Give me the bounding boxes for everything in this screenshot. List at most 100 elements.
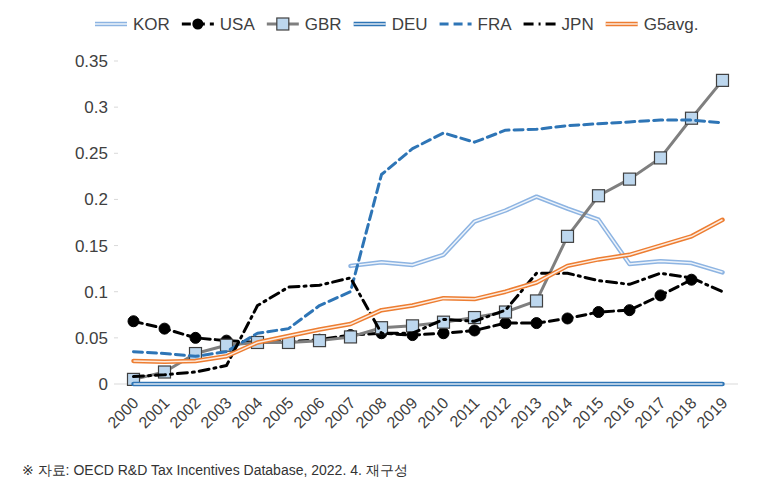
marker xyxy=(438,328,449,339)
series xyxy=(128,74,729,385)
y-tick xyxy=(114,61,118,62)
legend-item: KOR xyxy=(95,15,170,34)
marker xyxy=(531,295,543,307)
y-tick-label: 0 xyxy=(99,375,108,394)
x-tick-label: 2003 xyxy=(197,394,234,431)
legend-label: JPN xyxy=(562,15,594,34)
series xyxy=(134,120,723,356)
x-axis-line xyxy=(118,384,738,385)
series-line xyxy=(134,120,723,356)
y-tick-label: 0.3 xyxy=(84,98,108,117)
y-tick-label: 0.2 xyxy=(84,190,108,209)
series xyxy=(134,384,723,385)
y-tick xyxy=(114,107,118,108)
legend-line xyxy=(524,23,556,26)
legend-item: DEU xyxy=(354,15,428,34)
legend-item: JPN xyxy=(524,15,594,34)
y-axis-line xyxy=(118,61,119,384)
marker xyxy=(717,74,729,86)
x-tick-label: 2016 xyxy=(600,394,637,431)
x-tick-label: 2018 xyxy=(662,394,699,431)
legend-line-inner xyxy=(354,23,386,25)
axes: 00.050.10.150.20.250.30.3520002001200220… xyxy=(75,52,738,431)
x-tick-label: 2004 xyxy=(228,394,265,431)
marker xyxy=(159,323,170,334)
legend-item: GBR xyxy=(267,15,342,34)
marker xyxy=(562,313,573,324)
x-tick-label: 2013 xyxy=(507,394,544,431)
series-line-inner xyxy=(134,220,723,362)
marker xyxy=(624,173,636,185)
legend-line xyxy=(95,22,127,27)
series-line xyxy=(134,273,723,376)
legend-label: DEU xyxy=(392,15,428,34)
x-tick-label: 2007 xyxy=(321,394,358,431)
series xyxy=(134,273,723,376)
x-tick-label: 2009 xyxy=(383,394,420,431)
series-line xyxy=(351,197,723,273)
series-line-inner xyxy=(351,197,723,273)
x-tick-label: 2019 xyxy=(693,394,730,431)
x-tick-label: 2008 xyxy=(352,394,389,431)
y-tick xyxy=(114,153,118,154)
marker xyxy=(314,335,326,347)
x-tick-label: 2002 xyxy=(166,394,203,431)
legend-label: FRA xyxy=(478,15,513,34)
marker xyxy=(593,190,605,202)
chart: 00.050.10.150.20.250.30.3520002001200220… xyxy=(0,0,775,489)
x-tick-label: 2011 xyxy=(446,394,482,430)
series-line xyxy=(134,80,723,379)
marker xyxy=(624,305,635,316)
marker xyxy=(686,112,698,124)
marker xyxy=(593,307,604,318)
legend: KOR USA GBR DEU FRA JPN G5avg. xyxy=(95,15,699,34)
source-note: ※ 자료: OECD R&D Tax Incentives Database, … xyxy=(22,462,408,478)
y-tick-label: 0.05 xyxy=(75,329,108,348)
y-tick-label: 0.15 xyxy=(75,237,108,256)
legend-marker xyxy=(192,19,203,30)
x-tick-label: 2010 xyxy=(414,394,451,431)
plot-area xyxy=(128,74,729,385)
legend-label: G5avg. xyxy=(644,15,699,34)
legend-marker xyxy=(277,18,289,30)
marker xyxy=(500,318,511,329)
y-tick-label: 0.35 xyxy=(75,52,108,71)
y-tick xyxy=(114,291,118,292)
x-tick-label: 2006 xyxy=(290,394,327,431)
marker xyxy=(345,331,357,343)
y-tick-label: 0.1 xyxy=(84,283,108,302)
y-tick xyxy=(114,384,118,385)
marker xyxy=(655,152,667,164)
marker xyxy=(469,325,480,336)
x-tick-label: 2017 xyxy=(631,394,668,431)
legend-line-inner xyxy=(95,23,127,25)
series xyxy=(134,220,723,362)
x-tick-label: 2015 xyxy=(569,394,606,431)
series-line-inner xyxy=(134,383,723,385)
marker xyxy=(190,332,201,343)
legend-item: USA xyxy=(182,15,256,34)
marker xyxy=(655,290,666,301)
legend-item: G5avg. xyxy=(606,15,699,34)
x-tick-label: 2001 xyxy=(135,394,172,431)
series xyxy=(351,197,723,273)
marker xyxy=(531,318,542,329)
legend-label: GBR xyxy=(305,15,342,34)
x-tick-label: 2000 xyxy=(104,394,141,431)
legend-line xyxy=(606,22,638,27)
x-tick-label: 2005 xyxy=(259,394,296,431)
marker xyxy=(128,316,139,327)
y-tick xyxy=(114,337,118,338)
y-tick xyxy=(114,199,118,200)
legend-label: USA xyxy=(220,15,256,34)
legend-item: FRA xyxy=(440,15,513,34)
legend-label: KOR xyxy=(133,15,170,34)
series-line xyxy=(134,220,723,362)
series xyxy=(128,274,697,348)
x-tick-label: 2014 xyxy=(538,394,575,431)
y-tick xyxy=(114,245,118,246)
y-tick-label: 0.25 xyxy=(75,144,108,163)
series-line xyxy=(134,382,723,387)
marker xyxy=(562,230,574,242)
legend-line-inner xyxy=(606,23,638,25)
